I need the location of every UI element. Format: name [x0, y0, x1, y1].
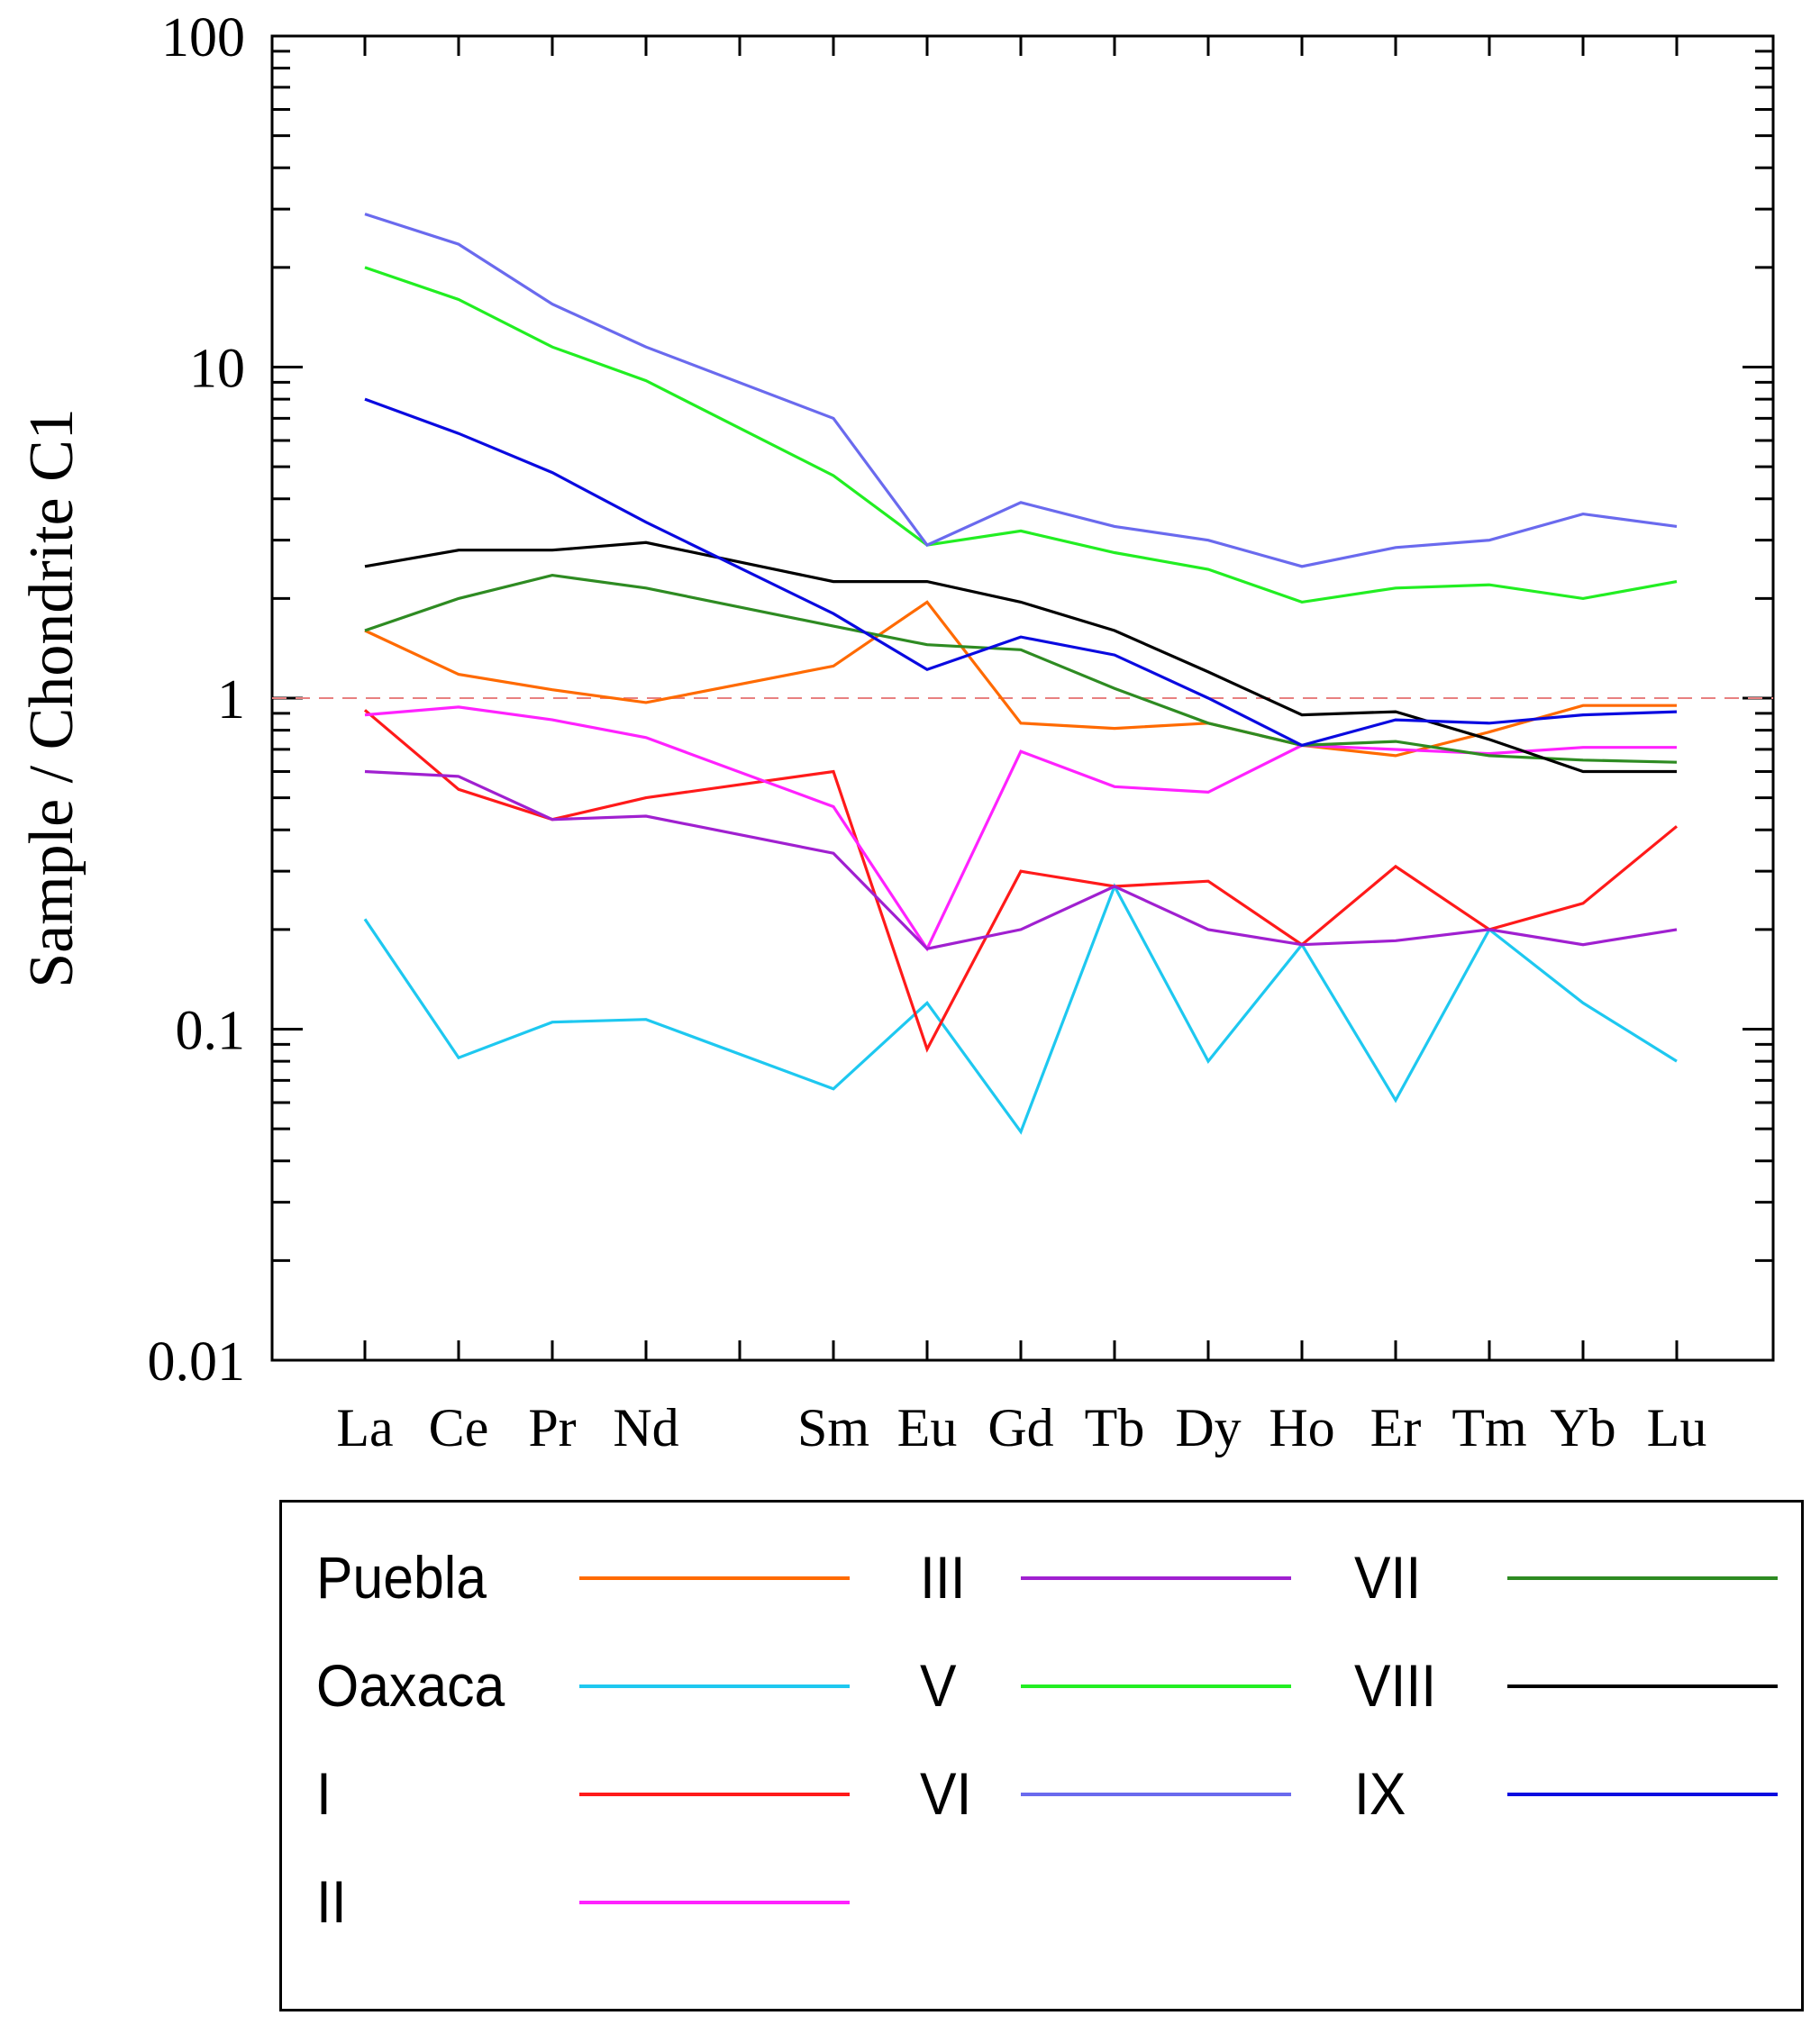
- series-line-ix: [364, 397, 1678, 748]
- legend: Puebla Oaxaca I II III V VI VII VIII IX: [279, 1500, 1804, 2011]
- series-line-oaxaca: [363, 883, 1678, 1135]
- series-line-ii: [364, 705, 1677, 952]
- legend-line-ii: [579, 1901, 850, 1904]
- series-line-viii: [364, 540, 1677, 774]
- legend-line-vi: [1021, 1793, 1291, 1796]
- legend-label-viii: VIII: [1354, 1652, 1437, 1719]
- x-tick-label-eu: Eu: [897, 1398, 958, 1457]
- y-tick-label: 0.1: [176, 1001, 246, 1062]
- x-tick-label-er: Er: [1370, 1398, 1422, 1457]
- legend-line-iii: [1021, 1576, 1291, 1580]
- x-tick-label-ce: Ce: [429, 1398, 489, 1457]
- x-tick-label-lu: Lu: [1647, 1398, 1707, 1457]
- legend-label-vii: VII: [1354, 1544, 1422, 1611]
- legend-line-v: [1021, 1684, 1291, 1688]
- y-tick-label: 0.01: [148, 1331, 246, 1393]
- x-tick-label-tb: Tb: [1085, 1398, 1145, 1457]
- series-line-i: [363, 709, 1679, 1053]
- series-line-vi: [364, 213, 1678, 568]
- y-axis-label: Sample / Chondrite C1: [17, 408, 86, 988]
- legend-label-puebla: Puebla: [316, 1544, 487, 1611]
- series-line-vii: [364, 573, 1678, 764]
- x-tick-label-sm: Sm: [797, 1398, 869, 1457]
- x-tick-label-pr: Pr: [528, 1398, 576, 1457]
- legend-label-ix: IX: [1354, 1760, 1406, 1827]
- legend-line-puebla: [579, 1576, 850, 1580]
- series-line-puebla: [364, 600, 1677, 758]
- y-tick-label: 1: [217, 669, 245, 731]
- x-tick-label-la: La: [336, 1398, 393, 1457]
- x-tick-label-gd: Gd: [987, 1398, 1053, 1457]
- legend-label-i: I: [316, 1760, 332, 1827]
- series-line-v: [364, 266, 1678, 604]
- legend-label-vi: VI: [920, 1760, 972, 1827]
- legend-label-v: V: [920, 1652, 957, 1719]
- y-tick-label: 10: [189, 339, 245, 400]
- x-tick-label-dy: Dy: [1175, 1398, 1241, 1457]
- x-tick-label-yb: Yb: [1550, 1398, 1615, 1457]
- legend-line-vii: [1507, 1576, 1778, 1580]
- legend-line-oaxaca: [579, 1684, 850, 1688]
- legend-line-i: [579, 1793, 850, 1796]
- legend-line-viii: [1507, 1684, 1778, 1688]
- legend-label-oaxaca: Oaxaca: [316, 1652, 505, 1719]
- x-tick-label-ho: Ho: [1269, 1398, 1334, 1457]
- series-line-iii: [364, 769, 1678, 950]
- x-tick-label-tm: Tm: [1451, 1398, 1526, 1457]
- legend-line-ix: [1507, 1793, 1778, 1796]
- legend-label-ii: II: [316, 1868, 347, 1935]
- x-tick-label-nd: Nd: [613, 1398, 678, 1457]
- legend-label-iii: III: [920, 1544, 966, 1611]
- y-tick-label: 100: [161, 7, 245, 68]
